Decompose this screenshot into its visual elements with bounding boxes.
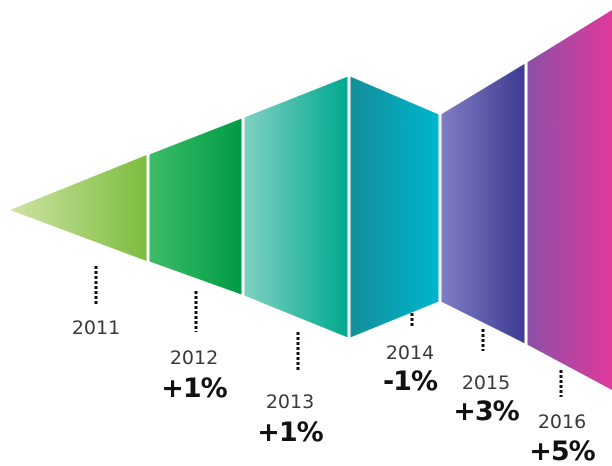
year-label-2011: 2011 (72, 317, 120, 339)
funnel-segment-2012 (149, 118, 242, 295)
year-label-2016: 2016 (538, 411, 586, 433)
funnel-segments (10, 10, 612, 390)
year-labels: 2011 2012 +1% 2013 +1% 2014-1% 2015+3% 2016 +5% (72, 317, 597, 466)
change-label-2012: +1% (161, 373, 227, 404)
year-label-2012: 2012 (170, 347, 218, 369)
funnel-segment-2014 (350, 76, 439, 338)
year-label-2013: 2013 (266, 391, 314, 413)
funnel-segment-2011 (10, 155, 147, 261)
change-label-2013: +1% (257, 417, 323, 448)
change-label-2014: -1% (383, 366, 438, 397)
year-label-2014: 2014 (386, 342, 434, 364)
year-label-2015: 2015 (462, 372, 510, 394)
change-label-2016: +5% (529, 436, 595, 466)
change-label-2015: +3% (453, 396, 519, 427)
funnel-segment-2015 (441, 63, 525, 344)
funnel-segment-2013 (244, 76, 348, 338)
year-ticks (94, 266, 563, 397)
funnel-segment-2016 (527, 10, 612, 390)
